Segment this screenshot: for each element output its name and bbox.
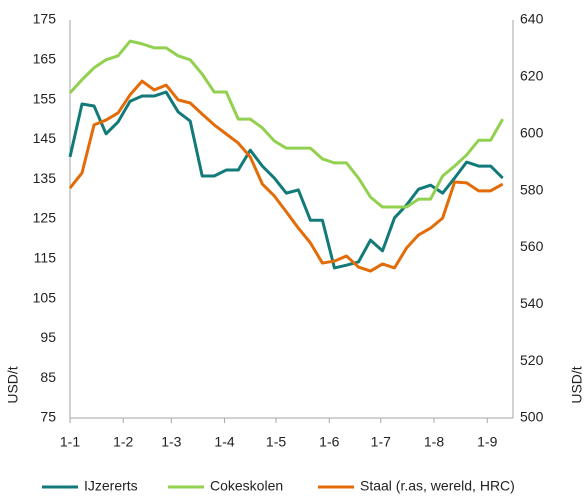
x-tick-label: 1-2 <box>113 434 133 450</box>
y-tick-label: 175 <box>33 11 57 27</box>
legend-label: Staal (r.as, wereld, HRC) <box>360 478 515 494</box>
x-tick-label: 1-4 <box>214 434 234 450</box>
y2-tick-label: 540 <box>520 295 544 311</box>
y-tick-label: 155 <box>33 90 57 106</box>
y-tick-label: 165 <box>33 51 57 67</box>
y-tick-label: 95 <box>40 329 56 345</box>
y-tick-label: 115 <box>34 250 57 266</box>
x-tick-label: 1-1 <box>60 434 80 450</box>
y2-tick-label: 560 <box>520 238 544 254</box>
y2-axis-label: USD/t <box>569 366 585 403</box>
series-line <box>68 90 504 270</box>
x-tick-label: 1-3 <box>161 434 181 450</box>
x-tick-label: 1-7 <box>371 434 391 450</box>
legend-label: Cokeskolen <box>210 478 283 494</box>
legend-label: IJzererts <box>84 478 138 494</box>
series-line <box>68 79 504 273</box>
y-tick-label: 105 <box>33 289 57 305</box>
y2-tick-label: 500 <box>520 409 544 425</box>
y2-tick-label: 580 <box>520 181 544 197</box>
x-tick-label: 1-6 <box>319 434 339 450</box>
y2-tick-label: 620 <box>520 68 544 84</box>
y-tick-label: 75 <box>40 409 56 425</box>
x-tick-label: 1-8 <box>424 434 444 450</box>
y2-tick-label: 600 <box>520 124 544 140</box>
y-tick-label: 125 <box>33 210 57 226</box>
y-tick-label: 135 <box>33 170 57 186</box>
series-line <box>68 39 505 209</box>
x-tick-label: 1-9 <box>477 434 497 450</box>
y2-tick-label: 520 <box>520 352 544 368</box>
y-tick-label: 85 <box>40 369 56 385</box>
x-tick-label: 1-5 <box>266 434 286 450</box>
y-axis-label: USD/t <box>5 366 21 403</box>
y2-tick-label: 640 <box>520 11 544 27</box>
y-tick-label: 145 <box>33 130 57 146</box>
